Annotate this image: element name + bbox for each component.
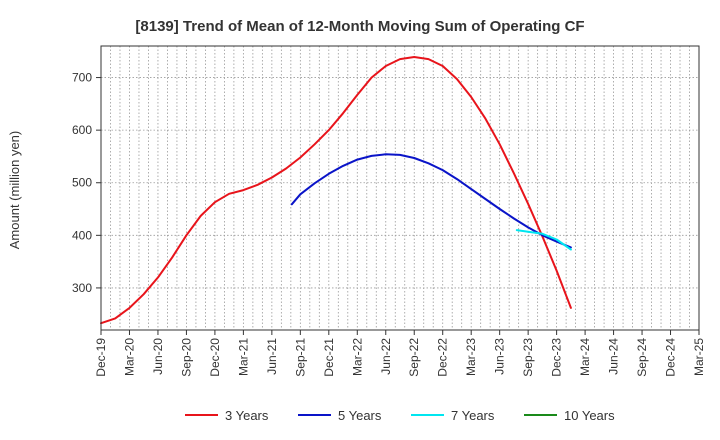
x-tick-label: Mar-20 (122, 338, 136, 376)
x-tick-label: Dec-20 (208, 338, 222, 377)
series-layer (100, 56, 572, 325)
legend-label-10-years: 10 Years (564, 408, 615, 423)
x-tick-label: Mar-22 (350, 338, 364, 376)
x-tick-label: Jun-21 (265, 338, 279, 375)
x-tick-label: Sep-23 (521, 338, 535, 377)
x-tick-label: Dec-21 (322, 338, 336, 377)
legend-label-3-years: 3 Years (225, 408, 269, 423)
y-tick-label: 400 (72, 228, 92, 242)
chart-title: [8139] Trend of Mean of 12-Month Moving … (135, 18, 584, 35)
grid (101, 46, 699, 330)
plot-frame (100, 45, 700, 331)
y-tick-label: 700 (72, 71, 92, 85)
x-tick-label: Jun-23 (493, 338, 507, 375)
x-tick-label: Mar-21 (236, 338, 250, 376)
x-tick-label: Mar-23 (464, 338, 478, 376)
x-tick-label: Dec-22 (436, 338, 450, 377)
x-tick-label: Mar-25 (692, 338, 706, 376)
x-tick-label: Jun-22 (379, 338, 393, 375)
series-line-3-years (100, 56, 572, 325)
x-tick-label: Sep-21 (293, 338, 307, 377)
x-tick-label: Jun-24 (607, 338, 621, 375)
x-tick-label: Dec-24 (664, 338, 678, 377)
x-tick-label: Mar-24 (578, 338, 592, 376)
x-tick-label: Dec-23 (550, 338, 564, 377)
x-tick-label: Sep-22 (407, 338, 421, 377)
y-ticks: 300 400 500 600 700 (72, 71, 101, 295)
series-line-7-years (515, 229, 572, 251)
y-tick-label: 500 (72, 176, 92, 190)
x-tick-label: Dec-19 (94, 338, 108, 377)
legend: 3 Years 5 Years 7 Years 10 Years (185, 408, 615, 423)
y-tick-label: 300 (72, 281, 92, 295)
series-line-5-years (290, 153, 572, 249)
legend-label-7-years: 7 Years (451, 408, 495, 423)
x-tick-label: Sep-20 (179, 338, 193, 377)
x-ticks: Dec-19 Mar-20 Jun-20 Sep-20 Dec-20 Mar-21 Jun-… (94, 330, 706, 377)
x-tick-label: Jun-20 (151, 338, 165, 375)
y-tick-label: 600 (72, 123, 92, 137)
legend-label-5-years: 5 Years (338, 408, 382, 423)
x-tick-label: Sep-24 (635, 338, 649, 377)
y-axis-label: Amount (million yen) (7, 131, 22, 250)
